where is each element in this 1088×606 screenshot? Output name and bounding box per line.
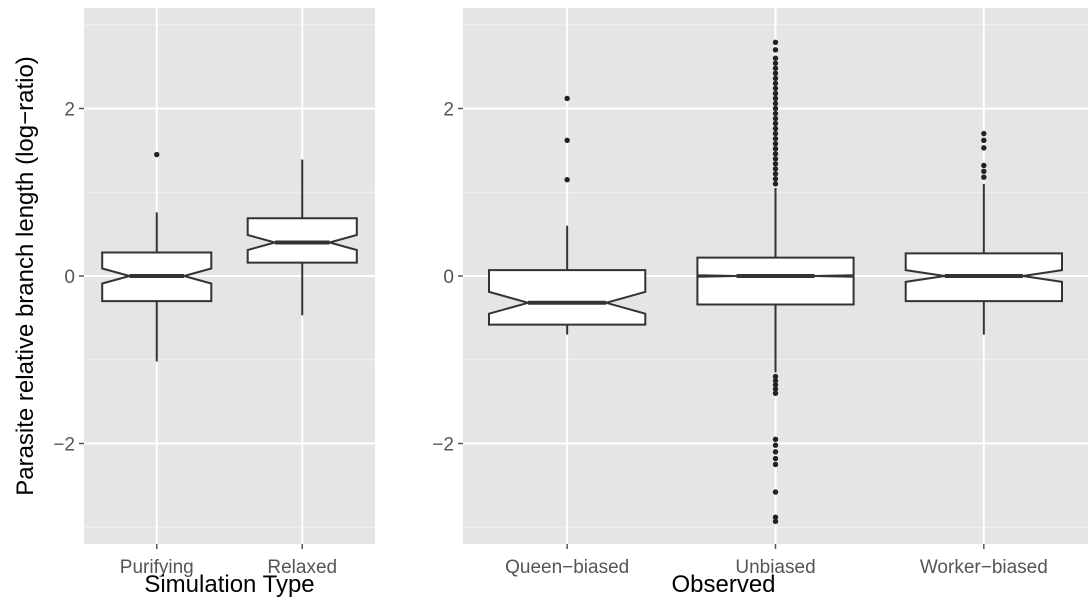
x-tick-label: Purifying [120, 557, 194, 578]
x-axis-title: Observed [671, 571, 775, 598]
outlier-point [772, 377, 779, 384]
outlier-point [772, 181, 779, 187]
outlier-point [564, 176, 570, 183]
outlier-point [772, 115, 779, 122]
outlier-point [772, 85, 779, 92]
outlier-point [772, 100, 779, 107]
x-tick-label: Relaxed [267, 557, 337, 578]
y-tick-label: −2 [53, 435, 75, 456]
outlier-point [772, 514, 779, 520]
y-tick-label: 2 [443, 100, 454, 121]
y-axis-title: Parasite relative branch length (log−rat… [12, 56, 39, 496]
outlier-point [564, 137, 570, 144]
outlier-point [981, 168, 987, 175]
x-axis-title: Simulation Type [144, 571, 314, 598]
outlier-point [772, 455, 779, 462]
outlier-point [772, 70, 779, 77]
outlier-point [772, 461, 779, 468]
outlier-point [981, 174, 987, 180]
outlier-point [772, 442, 779, 448]
outlier-point [772, 386, 779, 392]
outlier-point [981, 137, 987, 144]
outlier-point [772, 161, 779, 167]
outlier-point [772, 518, 779, 525]
outlier-point [772, 171, 779, 177]
outlier-point [772, 75, 779, 82]
outlier-point [981, 162, 987, 169]
y-tick-label: −2 [432, 435, 454, 456]
outlier-point [154, 151, 160, 158]
outlier-point [564, 95, 570, 102]
outlier-point [772, 436, 779, 443]
outlier-point [772, 146, 779, 152]
box-unbiased [696, 256, 855, 306]
outlier-point [772, 382, 779, 388]
outlier-point [772, 140, 779, 147]
outlier-point [772, 55, 779, 61]
outlier-point [772, 151, 779, 157]
outlier-point [772, 373, 779, 380]
x-tick-label: Unbiased [735, 557, 815, 578]
outlier-point [772, 60, 779, 66]
outlier-point [772, 166, 779, 172]
outlier-point [772, 39, 779, 46]
outlier-point [981, 130, 987, 137]
outlier-point [772, 176, 779, 182]
outlier-point [772, 489, 779, 495]
outlier-point [772, 120, 779, 127]
outlier-point [772, 130, 779, 137]
outlier-point [772, 47, 779, 53]
x-tick-label: Queen−biased [505, 557, 629, 578]
box-relaxed [246, 217, 358, 264]
outlier-point [772, 156, 779, 162]
outlier-point [772, 80, 779, 87]
outlier-point [772, 95, 779, 102]
outlier-point [772, 105, 779, 112]
outlier-point [772, 110, 779, 117]
outlier-point [772, 125, 779, 132]
outlier-point [772, 449, 779, 455]
y-tick-label: 0 [64, 267, 75, 288]
outlier-point [772, 135, 779, 142]
x-tick-label: Worker−biased [920, 557, 1048, 578]
outlier-point [772, 90, 779, 97]
outlier-point [772, 390, 779, 396]
outlier-point [981, 145, 987, 151]
y-tick-label: 2 [64, 100, 75, 121]
y-tick-label: 0 [443, 267, 454, 288]
box-queen-biased [488, 269, 647, 326]
outlier-point [772, 65, 779, 72]
